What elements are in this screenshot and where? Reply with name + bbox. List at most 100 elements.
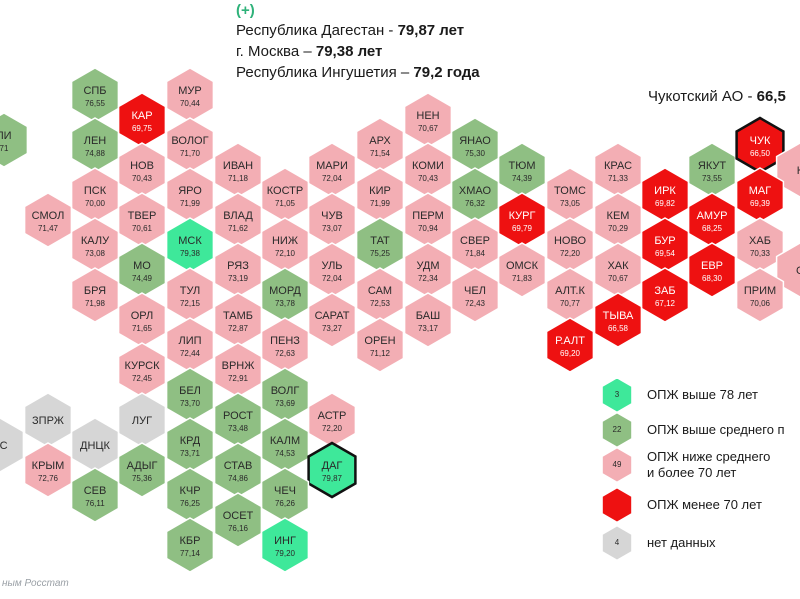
region-tile-14: ЯНАО 75,30	[450, 117, 500, 173]
region-value: 79,20	[275, 549, 296, 558]
region-code: ОРЕН	[364, 335, 395, 347]
region-tile-28: ПЕРМ 70,94	[403, 192, 453, 248]
region-tile-72: ВОЛГ 73,69	[260, 367, 310, 423]
region-tile-58: ОРЛ 71,65	[117, 292, 167, 348]
region-tile-81: ДАГ 79,87	[307, 441, 357, 499]
region-value: 73,19	[228, 274, 249, 283]
region-code: СТАВ	[224, 460, 253, 472]
region-value: 70,77	[560, 299, 581, 308]
region-tile-6: НОВ 70,43	[117, 142, 167, 198]
region-tile-35: НИЖ 72,10	[260, 217, 310, 273]
region-tile-13: НЕН 70,67	[403, 92, 453, 148]
region-code: ИРК	[654, 185, 676, 197]
region-code: АСТР	[318, 410, 347, 422]
region-value: 76,26	[275, 499, 296, 508]
legend-label: ОПЖ выше среднего п	[647, 422, 785, 437]
region-tile-25: ВЛАД 71,62	[213, 192, 263, 248]
region-tile-47: ХАК 70,67	[593, 242, 643, 298]
region-code: ХМАО	[459, 185, 492, 197]
region-tile-78: АДЫГ 75,36	[117, 442, 167, 498]
region-code: ИНГ	[274, 535, 296, 547]
region-value: 72,04	[322, 174, 343, 183]
region-tile-61: БАШ 73,17	[403, 292, 453, 348]
region-value: 79,87	[322, 474, 343, 483]
region-tile-59: ТАМБ 72,87	[213, 292, 263, 348]
region-code: КЧР	[179, 485, 200, 497]
region-tile-2: МУР 70,44	[165, 67, 215, 123]
region-code: КЕМ	[607, 210, 630, 222]
region-code: ПЕРМ	[412, 210, 444, 222]
region-tile-65: ОРЕН 71,12	[355, 317, 405, 373]
region-value: 71,70	[180, 149, 201, 158]
region-code: КРД	[180, 435, 201, 447]
region-tile-12: АРХ 71,54	[355, 117, 405, 173]
region-code: ЗАБ	[654, 285, 675, 297]
region-tile-63: ЛИП 72,44	[165, 317, 215, 373]
region-value: 69,54	[655, 249, 676, 258]
region-code: БЕЛ	[179, 385, 201, 397]
region-code: ВЛАД	[223, 210, 253, 222]
region-value: 70,94	[418, 224, 439, 233]
region-value: 71,47	[38, 224, 59, 233]
region-code: ХАБ	[749, 235, 771, 247]
region-code: ПЕНЗ	[270, 335, 300, 347]
region-value: 75,36	[132, 474, 153, 483]
region-value: 68,30	[702, 274, 723, 283]
region-code: КАЛУ	[81, 235, 110, 247]
region-hex	[307, 441, 357, 499]
region-code: КБР	[180, 535, 201, 547]
region-value: 72,87	[228, 324, 249, 333]
region-code: КИР	[369, 185, 391, 197]
region-code: ОРЛ	[131, 310, 154, 322]
region-code: БАШ	[416, 310, 440, 322]
region-code: КАР	[131, 110, 152, 122]
region-value: 71,05	[275, 199, 296, 208]
region-code: СПБ	[83, 85, 106, 97]
legend-count: 49	[612, 460, 622, 469]
region-tile-40: БУР 69,54	[640, 217, 690, 273]
region-tile-84: КЧР 76,25	[165, 467, 215, 523]
region-code: К	[797, 165, 800, 177]
region-tile-20: ЯКУТ 73,55	[687, 142, 737, 198]
region-code: СВЕР	[460, 235, 490, 247]
region-tile-15: КОМИ 70,43	[403, 142, 453, 198]
legend-swatch-top	[601, 378, 633, 412]
region-code: КУРСК	[124, 360, 160, 372]
region-code: ВОЛГ	[271, 385, 300, 397]
region-tile-45: УДМ 72,34	[403, 242, 453, 298]
region-tile-56: ЗАБ 67,12	[640, 267, 690, 323]
region-hex	[355, 317, 405, 373]
region-code: АРХ	[369, 135, 391, 147]
region-value: 71,18	[228, 174, 249, 183]
region-tile-33: КАЛУ 73,08	[70, 217, 120, 273]
region-tile-53: САМ 72,53	[355, 267, 405, 323]
region-tile-46: ОМСК 71,83	[497, 242, 547, 298]
region-code: ВРНЖ	[222, 360, 255, 372]
region-hex	[70, 267, 120, 323]
legend-swatch-low	[601, 488, 633, 522]
region-code: ТЫВА	[603, 310, 634, 322]
legend-label: нет данных	[647, 535, 716, 550]
region-code: ЕВР	[701, 260, 723, 272]
region-value: 75,25	[370, 249, 391, 258]
region-value: 72,15	[180, 299, 201, 308]
region-value: 76,16	[228, 524, 249, 533]
legend-item-low: ОПЖ менее 70 лет	[595, 488, 800, 522]
region-tile-18: КРАС 71,33	[593, 142, 643, 198]
region-tile-30: КЕМ 70,29	[593, 192, 643, 248]
region-code: МО	[133, 260, 151, 272]
region-hex	[117, 442, 167, 498]
region-hex	[497, 242, 547, 298]
legend-item-top: 3 ОПЖ выше 78 лет	[595, 378, 800, 412]
region-value: 73,70	[180, 399, 201, 408]
region-code: ОСЕТ	[223, 510, 254, 522]
region-code: РС	[0, 440, 8, 452]
region-value: 73,08	[85, 249, 106, 258]
region-hex	[70, 467, 120, 523]
legend-count: 22	[612, 425, 622, 434]
region-tile-1: СПБ 76,55	[70, 67, 120, 123]
region-tile-73: РС	[0, 417, 25, 473]
region-code: ЧЕЛ	[464, 285, 486, 297]
region-hex	[260, 517, 310, 573]
